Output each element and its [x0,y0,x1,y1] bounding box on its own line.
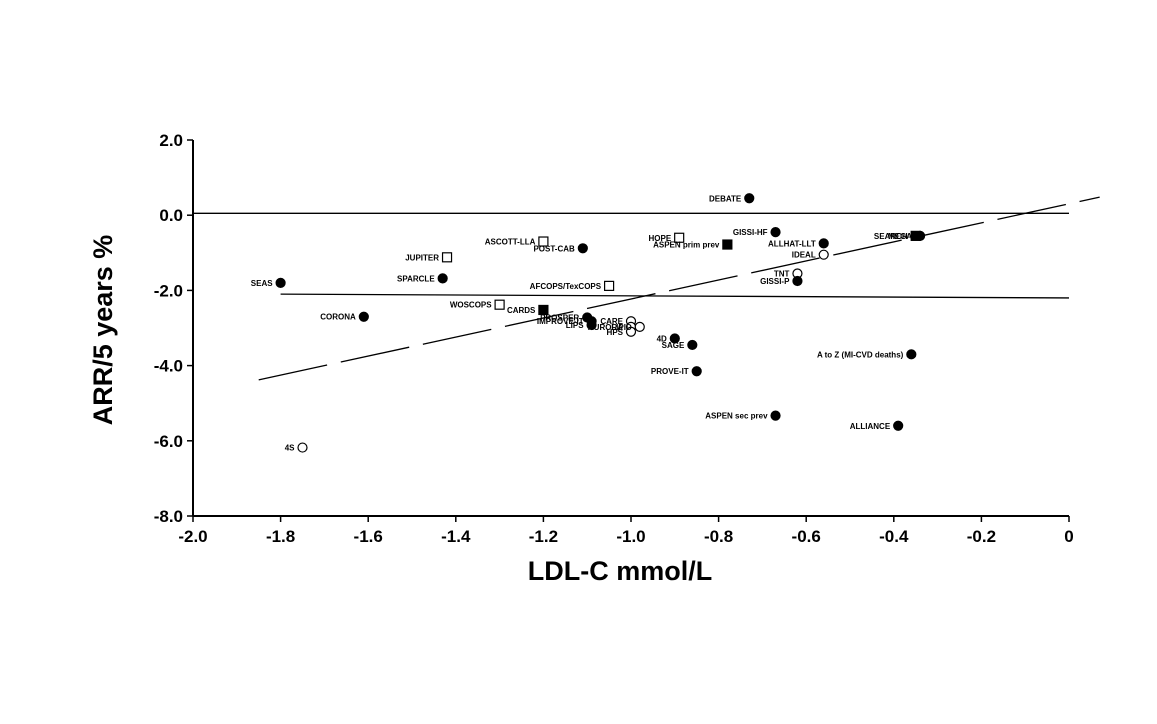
data-point-filled-circle [770,410,781,421]
x-tick-label: -0.8 [704,527,733,546]
point-label: SAGE [662,341,685,350]
data-point-filled-square [538,304,549,316]
data-point-open-square [603,280,615,291]
point-label: AFCOPS/TexCOPS [530,282,602,291]
point-label: LIPID [611,323,632,332]
dashed-trend-line [258,196,1100,381]
x-tick-label: -1.4 [441,527,471,546]
data-point-open-square [441,252,453,263]
data-point-filled-square [722,239,733,250]
y-tick-label: -8.0 [154,507,183,526]
point-label: PROSPER [540,313,579,322]
x-tick-label: 0 [1064,527,1073,546]
data-point-open-square [494,299,505,310]
point-label: GISSI-HF [733,228,768,237]
data-point-filled-circle [437,273,448,284]
data-points [275,193,926,453]
y-tick-label: 0.0 [159,206,183,225]
point-label: ALLHAT-LLT [768,239,816,248]
point-label: 4D [657,335,667,344]
y-tick-label: -4.0 [154,357,183,376]
data-point-open-circle [297,442,308,453]
point-label: JUPITER [405,253,439,262]
data-point-filled-circle [358,311,369,322]
data-point-open-circle [634,321,645,332]
x-tick-label: -1.2 [529,527,558,546]
point-label: GISSI-P [760,277,790,286]
y-tick-label: -2.0 [154,281,183,300]
data-point-filled-circle [792,275,803,287]
point-label: TNT [774,269,790,278]
point-label: POST-CAB [533,244,575,253]
y-tick-label: 2.0 [159,131,183,150]
point-label: IMPROVE-IT [537,317,584,326]
point-label: HPS [607,328,624,337]
point-label: IDEAL [792,251,816,260]
x-axis-title: LDL-C mmol/L [528,556,712,586]
x-tick-label: -0.4 [879,527,909,546]
point-label: DEBATE [709,194,742,203]
point-label: MEGA [888,232,912,241]
point-label: ASCOTT-LLA [485,238,536,247]
x-tick-label: -1.0 [616,527,645,546]
point-label: 4S [285,444,295,453]
data-point-filled-circle [691,366,702,377]
x-tick-label: -0.2 [967,527,996,546]
data-point-filled-circle [906,349,917,360]
data-point-filled-circle [770,227,781,238]
point-label: LIPS [566,321,584,330]
point-label: HOPE [649,234,672,243]
point-label: ASPEN sec prev [705,412,768,421]
x-tick-label: -1.6 [354,527,383,546]
y-axis-title: ARR/5 years % [88,235,118,426]
data-point-open-circle [818,249,829,260]
data-point-open-circle [625,326,637,337]
point-label: SEAS [251,279,273,288]
data-point-filled-circle [669,333,680,344]
point-label: WOSCOPS [450,301,492,310]
point-label: ASPEN prim prev [653,241,720,250]
reference-line [280,293,1070,299]
reference-lines [193,196,1100,381]
data-point-filled-circle [818,238,829,249]
data-point-filled-circle [914,230,926,241]
x-tick-label: -1.8 [266,527,295,546]
data-point-filled-circle [577,243,588,254]
point-label: CORONA [320,313,356,322]
point-label: AURORA [588,323,623,332]
data-point-open-square [674,232,685,243]
data-point-filled-circle [275,277,286,288]
point-label: PROVE-IT [651,367,689,376]
point-label: CARDS [507,306,536,315]
data-point-filled-circle [687,339,698,351]
y-tick-label: -6.0 [154,432,183,451]
point-label: CARE [600,317,623,326]
x-tick-label: -2.0 [178,527,207,546]
data-point-filled-circle [893,420,904,431]
x-tick-label: -0.6 [792,527,821,546]
point-label: SPARCLE [397,274,435,283]
data-point-open-square [538,236,549,247]
point-label: ALLIANCE [850,422,891,431]
axes: -2.0 -1.8 -1.6 -1.4 -1.2 -1.0 -0.8 -0.6 -0.4 -0.2… [154,131,1074,546]
point-label: A to Z (MI-CVD deaths) [817,350,904,359]
point-label: SEARCH [874,232,908,241]
data-point-filled-circle [586,319,597,331]
data-point-filled-circle [744,193,755,204]
